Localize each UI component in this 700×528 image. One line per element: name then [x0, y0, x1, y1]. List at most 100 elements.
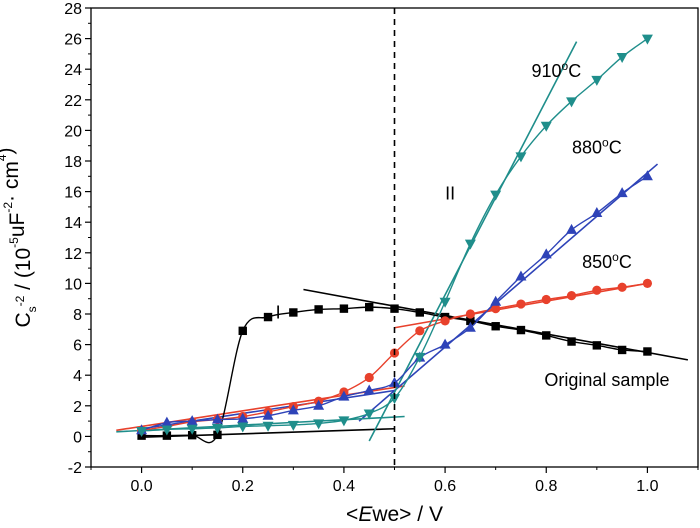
data-point-square [592, 341, 602, 350]
y-tick-label: 0 [73, 429, 82, 446]
y-tick-label: 12 [64, 246, 82, 263]
data-point-triangle-down [186, 424, 198, 435]
data-point-triangle-down [363, 409, 375, 420]
fit-line [358, 163, 659, 422]
x-axis-title: <Ewe> / V [346, 503, 443, 526]
data-point-triangle-up [389, 376, 400, 387]
annotation: II [445, 183, 455, 203]
annotation: I [276, 303, 281, 323]
annotation: 910oC [531, 59, 581, 81]
data-point-triangle-up [313, 399, 325, 410]
data-point-circle [566, 291, 577, 301]
data-point-square [491, 322, 500, 331]
data-point-circle [617, 282, 627, 292]
data-point-triangle-up [211, 413, 223, 424]
data-point-triangle-down [338, 416, 350, 427]
data-point-circle [465, 309, 475, 319]
y-tick-label: 8 [73, 307, 82, 324]
data-point-triangle-up [161, 416, 173, 427]
y-tick-label: 16 [64, 185, 82, 202]
data-point-circle [440, 316, 450, 326]
data-point-triangle-down [414, 352, 426, 363]
y-tick-label: 24 [64, 62, 82, 79]
data-point-square [213, 430, 222, 440]
data-point-triangle-up [262, 409, 274, 420]
data-point-triangle-down [566, 97, 578, 108]
x-tick-label: 0.6 [434, 478, 456, 495]
y-tick-label: 22 [64, 93, 82, 110]
data-point-triangle-down [439, 297, 451, 308]
data-point-triangle-up [186, 415, 198, 426]
data-point-triangle-down [313, 419, 325, 430]
data-point-triangle-up [641, 170, 653, 181]
data-point-triangle-down [464, 239, 476, 250]
data-point-triangle-down [591, 75, 603, 86]
data-point-triangle-up [591, 207, 603, 218]
data-point-triangle-down [136, 427, 148, 438]
data-point-circle [592, 285, 602, 295]
data-point-triangle-up [338, 390, 350, 401]
axes: 0.0 0.2 0.4 0.6 0.8 1.0-202468101214161820222… [64, 1, 699, 495]
data-point-square [516, 325, 526, 335]
y-tick-label: 18 [64, 154, 82, 171]
y-tick-label: 26 [64, 32, 82, 49]
x-tick-label: 0.0 [130, 478, 152, 495]
data-point-square [617, 345, 627, 355]
y-tick-label: 6 [73, 338, 82, 355]
data-point-circle [491, 304, 501, 314]
data-point-circle [415, 326, 425, 336]
data-point-triangle-up [287, 404, 299, 415]
data-point-circle [541, 294, 551, 305]
y-tick-label: 20 [64, 123, 82, 140]
y-axis-title: Cs-2 / (10-5uF-2· cm4) [0, 147, 39, 327]
x-tick-label: 0.2 [232, 478, 254, 495]
data-point-triangle-down [237, 422, 249, 433]
data-point-triangle-up [616, 187, 628, 198]
data-point-square [415, 308, 424, 317]
data-point-square [643, 347, 652, 356]
y-tick-label: 28 [64, 1, 82, 18]
data-point-square [187, 430, 197, 440]
data-point-triangle-up [540, 248, 552, 259]
data-point-triangle-down [211, 423, 223, 434]
data-point-triangle-down [641, 34, 653, 45]
y-tick-label: 14 [64, 215, 82, 232]
data-point-square [466, 316, 475, 326]
data-point-triangle-down [540, 121, 552, 132]
data-point-triangle-up [237, 412, 249, 423]
data-point-square [339, 304, 349, 313]
y-tick-label: 4 [73, 368, 82, 385]
x-tick-label: 0.8 [535, 478, 557, 495]
y-tick-label: 2 [73, 399, 82, 416]
x-tick-label: 0.4 [333, 478, 355, 495]
data-point-triangle-up [363, 384, 375, 395]
data-point-square [567, 337, 576, 346]
data-point-triangle-down [515, 152, 527, 163]
data-point-circle [364, 372, 374, 383]
data-point-triangle-down [616, 52, 628, 63]
data-point-triangle-down [262, 421, 274, 432]
data-point-square [289, 308, 298, 317]
data-point-square [542, 331, 551, 340]
y-tick-label: -2 [68, 460, 82, 477]
x-tick-label: 1.0 [636, 478, 658, 495]
data-point-triangle-up [439, 338, 451, 349]
data-point-triangle-down [389, 394, 400, 405]
data-point-triangle-down [490, 190, 502, 201]
annotation: 880oC [572, 135, 622, 157]
data-point-square [238, 326, 247, 336]
annotation: Original sample [544, 370, 669, 390]
data-point-triangle-up [515, 270, 527, 281]
data-point-circle [642, 278, 653, 288]
data-point-triangle-down [287, 420, 299, 431]
y-tick-label: 10 [64, 276, 82, 293]
data-point-triangle-up [490, 295, 502, 306]
data-point-triangle-down [161, 425, 173, 436]
annotation: 850oC [582, 250, 632, 272]
data-point-square [314, 305, 323, 314]
data-point-square [263, 312, 273, 322]
data-point-triangle-up [464, 321, 476, 332]
data-point-square [162, 431, 172, 440]
